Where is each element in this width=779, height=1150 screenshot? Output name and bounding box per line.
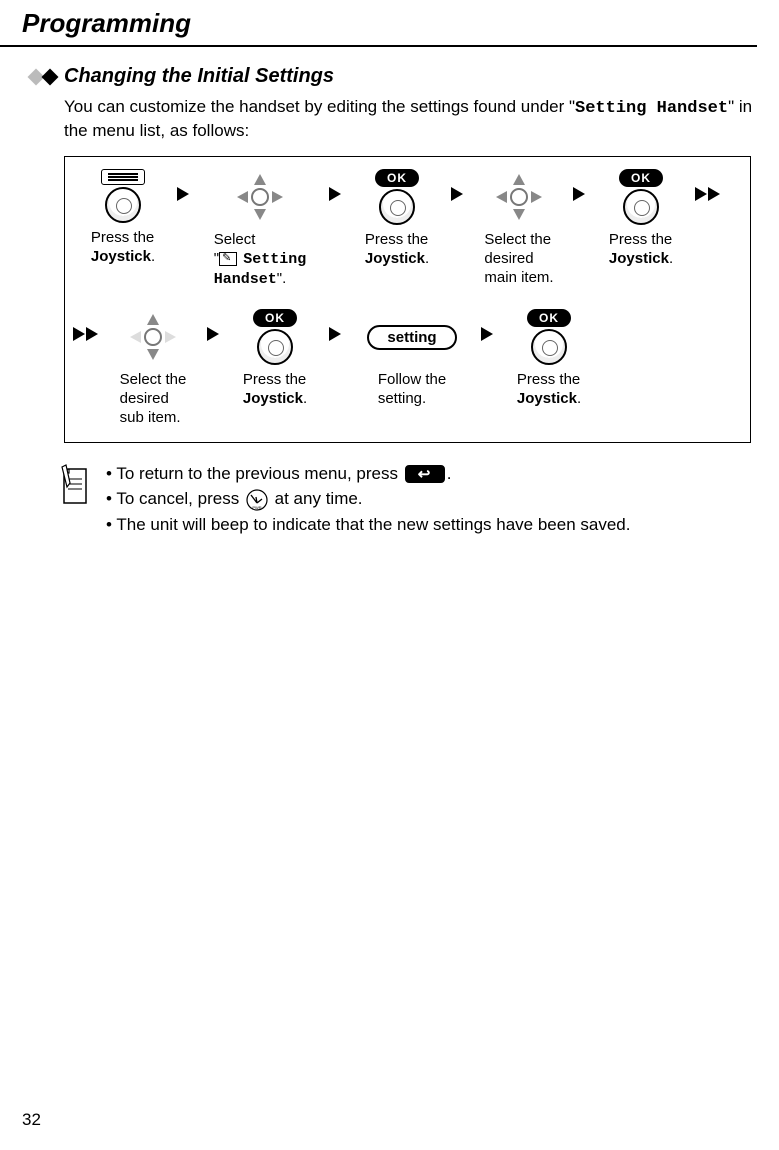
step-text: Press the [91, 229, 154, 246]
ok-joystick-icon: OK [245, 309, 305, 365]
step-select-main-item: Select the desired main item. [469, 169, 569, 287]
ok-icon: OK [253, 309, 297, 327]
notes-block: • To return to the previous menu, press … [60, 461, 757, 538]
power-key-icon: PWR [246, 489, 268, 511]
section-title: Changing the Initial Settings [64, 65, 334, 88]
dpad-all-icon [489, 169, 549, 225]
close-quote: ". [277, 270, 287, 287]
step-suffix: . [577, 390, 581, 407]
step-strong: Joystick [91, 248, 151, 265]
note-bullet-3: • The unit will beep to indicate that th… [106, 512, 630, 538]
step-text: Follow the [378, 371, 446, 388]
step-suffix: . [151, 248, 155, 265]
step-text: Press the [609, 231, 672, 248]
arrow-icon [325, 169, 347, 219]
arrow-icon [325, 309, 347, 359]
intro-prefix: You can customize the handset by editing… [64, 97, 575, 116]
intro-mono: Setting Handset [575, 99, 728, 118]
step-press-joystick-4: OK Press the Joystick. [225, 309, 325, 409]
step-text: Select the [484, 231, 551, 248]
step-suffix: . [425, 250, 429, 267]
joystick-icon [623, 189, 659, 225]
step-text: desired [120, 390, 169, 407]
dpad-vertical-icon [123, 309, 183, 365]
page-title: Programming [0, 0, 757, 47]
intro-text: You can customize the handset by editing… [64, 96, 757, 142]
note2-prefix: • To cancel, press [106, 489, 244, 508]
step-follow-setting: setting Follow the setting. [347, 309, 477, 409]
note-bullet-1: • To return to the previous menu, press … [106, 461, 630, 487]
step-text: Select [214, 231, 256, 248]
ok-icon: OK [375, 169, 419, 187]
setting-pill: setting [367, 325, 456, 350]
step-suffix: . [303, 390, 307, 407]
step-text: sub item. [120, 409, 181, 426]
setting-pill-wrap: setting [367, 309, 456, 365]
note-bullet-2: • To cancel, press PWR at any time. [106, 486, 630, 512]
ok-joystick-icon: OK [519, 309, 579, 365]
ok-joystick-icon: OK [611, 169, 671, 225]
double-arrow-icon [691, 169, 725, 219]
step-select-sub-item: Select the desired sub item. [103, 309, 203, 427]
ok-icon: OK [527, 309, 571, 327]
ok-icon: OK [619, 169, 663, 187]
step-strong: Joystick [365, 250, 425, 267]
joystick-icon [531, 329, 567, 365]
joystick-icon [379, 189, 415, 225]
section-header: Changing the Initial Settings [30, 65, 779, 88]
step-strong: Joystick [243, 390, 303, 407]
workflow-diagram: Press the Joystick. Select " Setting Han… [64, 156, 751, 443]
menu-joystick-icon [93, 169, 153, 223]
step-text: setting. [378, 390, 426, 407]
note2-suffix: at any time. [270, 489, 363, 508]
step-press-joystick-3: OK Press the Joystick. [591, 169, 691, 269]
arrow-icon [569, 169, 591, 219]
step-text: Press the [243, 371, 306, 388]
arrow-icon [447, 169, 469, 219]
notes-text: • To return to the previous menu, press … [106, 461, 630, 538]
notepad-icon [60, 463, 92, 505]
page-number: 32 [22, 1110, 41, 1130]
step-text: Select the [120, 371, 187, 388]
step-strong: Joystick [609, 250, 669, 267]
menu-icon [101, 169, 145, 185]
note1-prefix: • To return to the previous menu, press [106, 464, 403, 483]
arrow-icon [203, 309, 225, 359]
step-text: main item. [484, 269, 553, 286]
step-select-setting-handset: Select " Setting Handset". [195, 169, 325, 289]
flow-row-1: Press the Joystick. Select " Setting Han… [73, 169, 742, 289]
flow-row-2: Select the desired sub item. OK Press th… [73, 309, 742, 427]
step-press-joystick-5: OK Press the Joystick. [499, 309, 599, 409]
return-key-icon [405, 465, 445, 483]
step-press-joystick-1: Press the Joystick. [73, 169, 173, 267]
step-strong: Joystick [517, 390, 577, 407]
step-text: Press the [517, 371, 580, 388]
step-text: desired [484, 250, 533, 267]
double-arrow-icon [73, 309, 103, 359]
note1-suffix: . [447, 464, 452, 483]
ok-joystick-icon: OK [367, 169, 427, 225]
arrow-icon [477, 309, 499, 359]
step-text: Press the [365, 231, 428, 248]
mono2: Handset [214, 271, 277, 288]
dpad-all-icon [230, 169, 290, 225]
mono1: Setting [243, 251, 306, 268]
step-suffix: . [669, 250, 673, 267]
joystick-icon [105, 187, 141, 223]
svg-text:PWR: PWR [252, 505, 261, 510]
arrow-icon [173, 169, 195, 219]
joystick-icon [257, 329, 293, 365]
step-press-joystick-2: OK Press the Joystick. [347, 169, 447, 269]
diamond-bullet-icon [30, 71, 56, 83]
settings-icon [219, 252, 237, 266]
